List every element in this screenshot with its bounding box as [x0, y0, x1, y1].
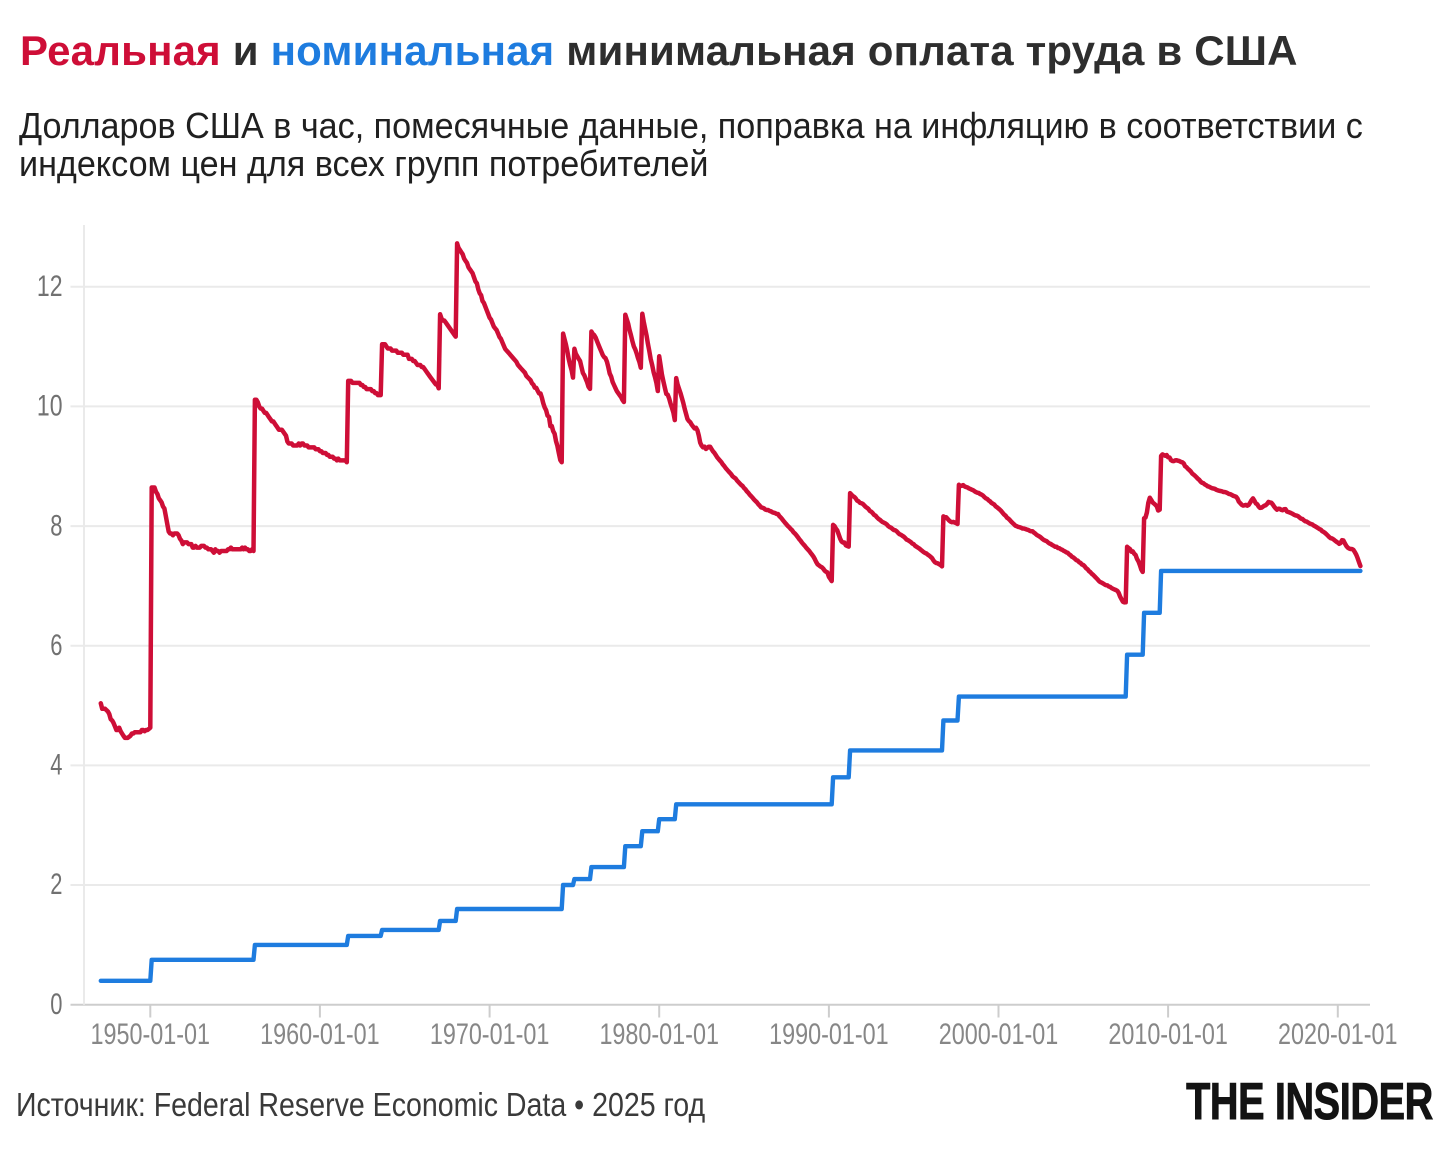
svg-text:1980-01-01: 1980-01-01: [599, 1018, 719, 1051]
svg-text:8: 8: [50, 509, 62, 542]
svg-text:12: 12: [37, 270, 63, 303]
svg-text:2000-01-01: 2000-01-01: [939, 1018, 1059, 1051]
svg-text:2: 2: [50, 868, 62, 901]
svg-text:2010-01-01: 2010-01-01: [1108, 1018, 1228, 1051]
svg-text:1970-01-01: 1970-01-01: [430, 1018, 550, 1051]
svg-text:6: 6: [50, 629, 62, 662]
svg-text:1990-01-01: 1990-01-01: [769, 1018, 889, 1051]
svg-text:1960-01-01: 1960-01-01: [260, 1018, 380, 1051]
svg-text:10: 10: [37, 390, 63, 423]
svg-text:0: 0: [50, 988, 62, 1021]
svg-text:4: 4: [50, 749, 62, 782]
svg-text:1950-01-01: 1950-01-01: [91, 1018, 211, 1051]
svg-text:2020-01-01: 2020-01-01: [1278, 1018, 1398, 1051]
